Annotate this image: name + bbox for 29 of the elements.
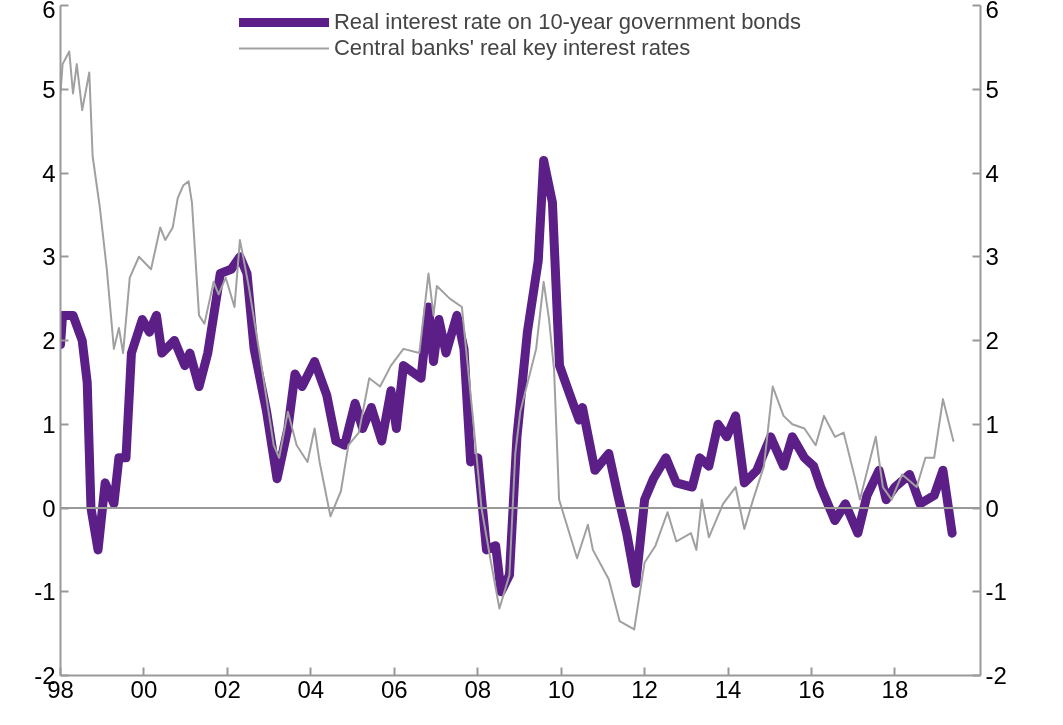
x-tick-label: 12 xyxy=(631,675,658,703)
x-tick-label: 02 xyxy=(214,675,241,703)
x-tick-label: 16 xyxy=(798,675,825,703)
y2-tick-label: 4 xyxy=(985,159,999,187)
y2-tick-label: -2 xyxy=(985,662,1007,689)
y-tick-label: 1 xyxy=(42,410,56,438)
y2-tick-label: 2 xyxy=(985,327,999,354)
y2-tick-label: 1 xyxy=(985,410,999,438)
legend-label: Central banks' real key interest rates xyxy=(333,35,691,61)
x-tick-label: 00 xyxy=(130,675,158,703)
y-tick-label: 2 xyxy=(42,327,56,354)
y-tick-label: 5 xyxy=(42,75,56,103)
x-tick-label: 14 xyxy=(714,675,742,703)
x-tick-label: 06 xyxy=(380,675,408,703)
y2-tick-label: 5 xyxy=(985,75,999,103)
y2-tick-label: -1 xyxy=(985,578,1007,606)
x-tick-label: 04 xyxy=(297,675,325,703)
y2-tick-label: 3 xyxy=(985,243,999,271)
y2-tick-label: 6 xyxy=(985,0,999,23)
x-tick-label: 18 xyxy=(881,675,909,703)
y-tick-label: -1 xyxy=(34,578,56,606)
y2-tick-label: 0 xyxy=(985,494,999,522)
y-tick-label: 6 xyxy=(42,0,56,23)
x-tick-label: 10 xyxy=(547,675,575,703)
legend-label: Real interest rate on 10-year government bonds xyxy=(333,9,802,35)
y-tick-label: 3 xyxy=(42,243,56,271)
y-tick-label: 4 xyxy=(42,159,56,187)
x-tick-label: 08 xyxy=(464,675,492,703)
y-tick-label: 0 xyxy=(42,494,56,522)
